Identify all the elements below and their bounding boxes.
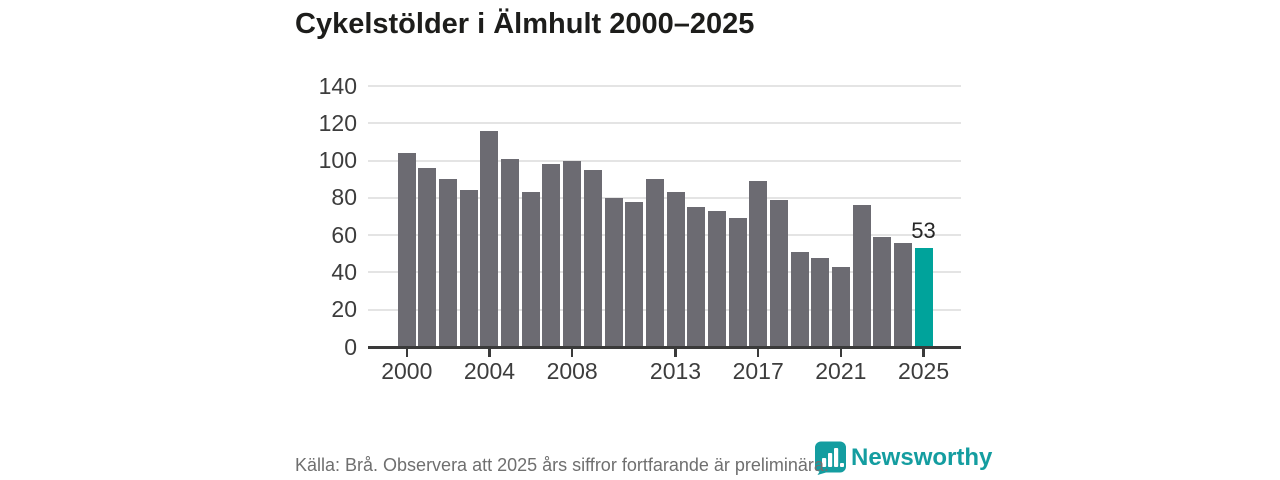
y-axis-label-120: 120 [318,109,357,136]
highlight-value-label: 53 [911,218,936,244]
bar-2007 [542,164,561,347]
chart-title: Cykelstölder i Älmhult 2000–2025 [295,8,755,40]
bar-2020 [811,257,830,347]
x-tick-2021 [839,349,843,357]
bar-2006 [521,192,540,347]
bar-2012 [645,179,664,347]
bar-2025 [914,248,933,347]
bar-2019 [790,251,809,347]
bar-2009 [583,169,602,347]
x-axis-label-2008: 2008 [546,358,598,384]
bar-2015 [707,210,726,347]
x-axis-label-2000: 2000 [381,358,433,384]
bar-2001 [418,168,437,347]
bar-2010 [604,197,623,347]
y-axis-label-40: 40 [331,258,357,285]
x-axis-line [368,346,961,349]
bar-2023 [873,237,892,347]
x-axis-label-2025: 2025 [897,358,950,384]
bar-2005 [501,158,520,347]
x-axis-label-2021: 2021 [815,358,867,384]
x-axis-label-2017: 2017 [732,358,784,384]
source-note: Källa: Brå. Observera att 2025 års siffr… [295,455,829,475]
bar-2000 [397,153,416,347]
x-tick-2017 [756,349,760,357]
x-axis-label-2004: 2004 [463,358,516,384]
bar-2013 [666,192,685,347]
bar-2021 [831,266,850,347]
bar-2018 [769,199,788,347]
newsworthy-barchart-bubble-icon [814,441,847,475]
gridline-y-100 [368,159,961,162]
x-tick-2025 [922,349,925,357]
y-axis-label-20: 20 [331,296,357,323]
bar-2008 [563,160,582,347]
y-axis-label-60: 60 [331,221,357,248]
y-axis-label-80: 80 [331,184,357,211]
bar-2014 [687,207,706,347]
y-axis-label-100: 100 [318,147,357,174]
gridline-y-120 [368,122,961,125]
y-axis-label-140: 140 [318,72,357,99]
newsworthy-logo-text: Newsworthy [851,444,993,471]
bar-2024 [893,242,912,347]
gridline-y-40 [368,271,961,274]
bar-2022 [852,205,871,347]
gridline-y-20 [368,308,961,311]
bar-2011 [625,201,644,347]
x-tick-2008 [570,349,574,357]
y-axis-label-0: 0 [344,333,357,360]
gridline-y-80 [368,196,961,199]
bar-2003 [459,190,478,347]
bar-2017 [749,181,768,347]
newsworthy-logo: Newsworthy [814,441,992,475]
x-tick-2004 [488,349,491,357]
x-axis-label-2013: 2013 [649,358,702,384]
x-tick-2000 [405,349,409,357]
bar-2004 [480,130,499,347]
gridline-y-140 [368,85,961,87]
bar-2016 [728,218,747,347]
bar-2002 [439,179,458,347]
x-tick-2013 [674,349,677,357]
gridline-y-60 [368,234,961,237]
